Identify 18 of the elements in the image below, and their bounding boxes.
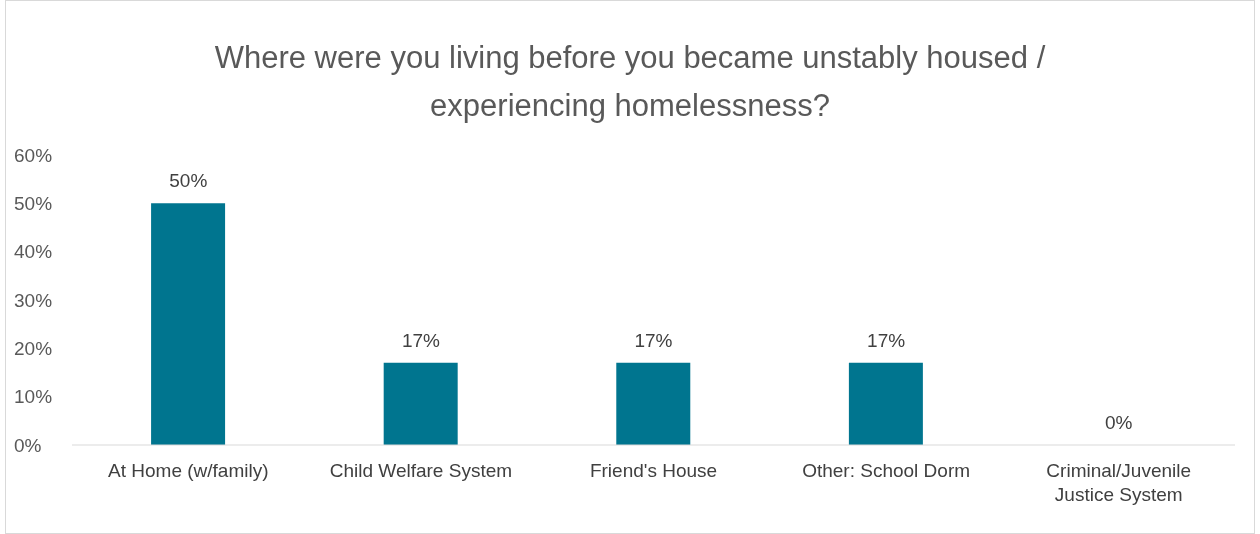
y-tick-label: 50% — [14, 193, 53, 215]
data-label: 17% — [634, 329, 673, 351]
y-tick-label: 30% — [14, 289, 53, 311]
data-label: 50% — [169, 170, 208, 192]
x-tick-label: Other: School Dorm — [802, 460, 971, 481]
y-tick-label: 40% — [14, 241, 53, 263]
data-label: 17% — [401, 329, 441, 351]
x-tick-label: At Home (w/family) — [108, 460, 269, 481]
chart-title: Where were you living before you became unstably housed / experiencing homelessness? — [213, 39, 1047, 125]
x-tick-label: Criminal/Juvenile Justice System — [1046, 460, 1192, 505]
data-label: 0% — [1104, 412, 1133, 433]
x-tick-label: Child Welfare System — [329, 460, 513, 481]
y-tick-label: 60% — [14, 144, 53, 166]
y-tick-label: 20% — [14, 338, 53, 360]
x-tick-label: Friend's House — [589, 460, 718, 481]
data-label: 17% — [867, 329, 906, 351]
y-tick-label: 10% — [14, 386, 53, 408]
y-tick-label: 0% — [14, 434, 42, 456]
